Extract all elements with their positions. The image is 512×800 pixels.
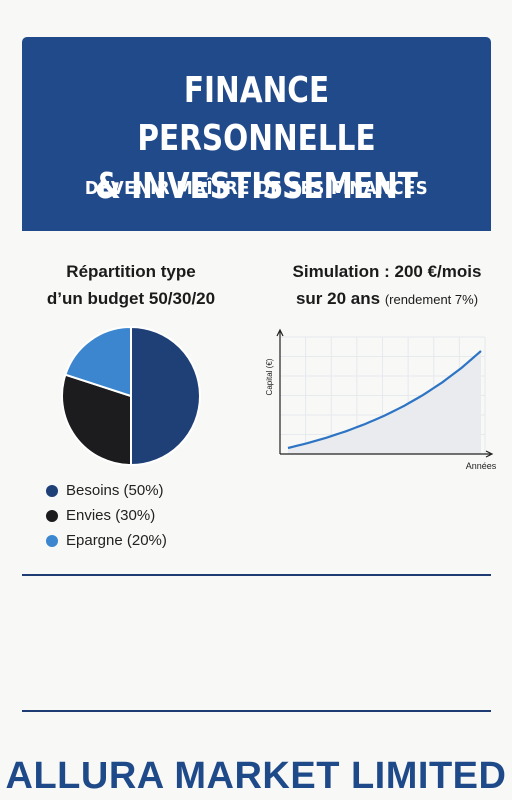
pie-chart-title: Répartition type d’un budget 50/30/20	[20, 258, 242, 312]
legend-dot-epargne	[46, 534, 58, 547]
divider-top	[22, 574, 491, 576]
sim-title-line-1: Simulation : 200 €/mois	[292, 262, 482, 281]
pie-slice-epargne	[64, 325, 132, 398]
legend-item-envies: Envies (30%)	[46, 503, 167, 528]
budget-pie-chart	[61, 325, 201, 467]
pie-slice-besoins	[130, 325, 201, 467]
title-line-1: FINANCE PERSONNELLE	[137, 70, 376, 159]
pie-legend: Besoins (50%) Envies (30%) Epargne (20%)	[46, 478, 167, 553]
legend-item-besoins: Besoins (50%)	[46, 478, 167, 503]
simulation-chart-title: Simulation : 200 €/mois sur 20 ans (rend…	[262, 258, 512, 313]
legend-dot-envies	[46, 509, 58, 522]
title-line-2: & INVESTISSEMENT	[95, 166, 418, 207]
divider-bottom	[22, 710, 491, 712]
pie-title-line-1: Répartition type	[66, 262, 196, 281]
legend-label-besoins: Besoins (50%)	[66, 482, 164, 499]
company-name: ALLURA MARKET LIMITED	[5, 755, 507, 797]
series-line-capital	[287, 350, 482, 450]
sim-title-note: (rendement 7%)	[384, 292, 479, 307]
legend-label-envies: Envies (30%)	[66, 507, 156, 524]
savings-simulation-chart: Années Capital (€)	[265, 328, 497, 471]
legend-item-epargne: Epargne (20%)	[46, 528, 167, 553]
page-subtitle: DEVENIR MAÎTRE DE SES FINANCES	[84, 178, 429, 199]
legend-dot-besoins	[46, 484, 58, 497]
pie-title-line-2: d’un budget 50/30/20	[46, 289, 216, 308]
y-axis-label: Capital (€)	[265, 358, 274, 395]
chart-axes	[276, 328, 494, 458]
page-title: FINANCE PERSONNELLE & INVESTISSEMENT	[64, 67, 449, 211]
x-axis-label: Années	[466, 461, 497, 471]
legend-label-epargne: Epargne (20%)	[66, 532, 167, 549]
pie-slice-envies	[61, 373, 132, 467]
header-banner: FINANCE PERSONNELLE & INVESTISSEMENT DEV…	[22, 37, 491, 231]
area-fill	[288, 351, 481, 454]
sim-title-line-2: sur 20 ans	[295, 289, 381, 308]
